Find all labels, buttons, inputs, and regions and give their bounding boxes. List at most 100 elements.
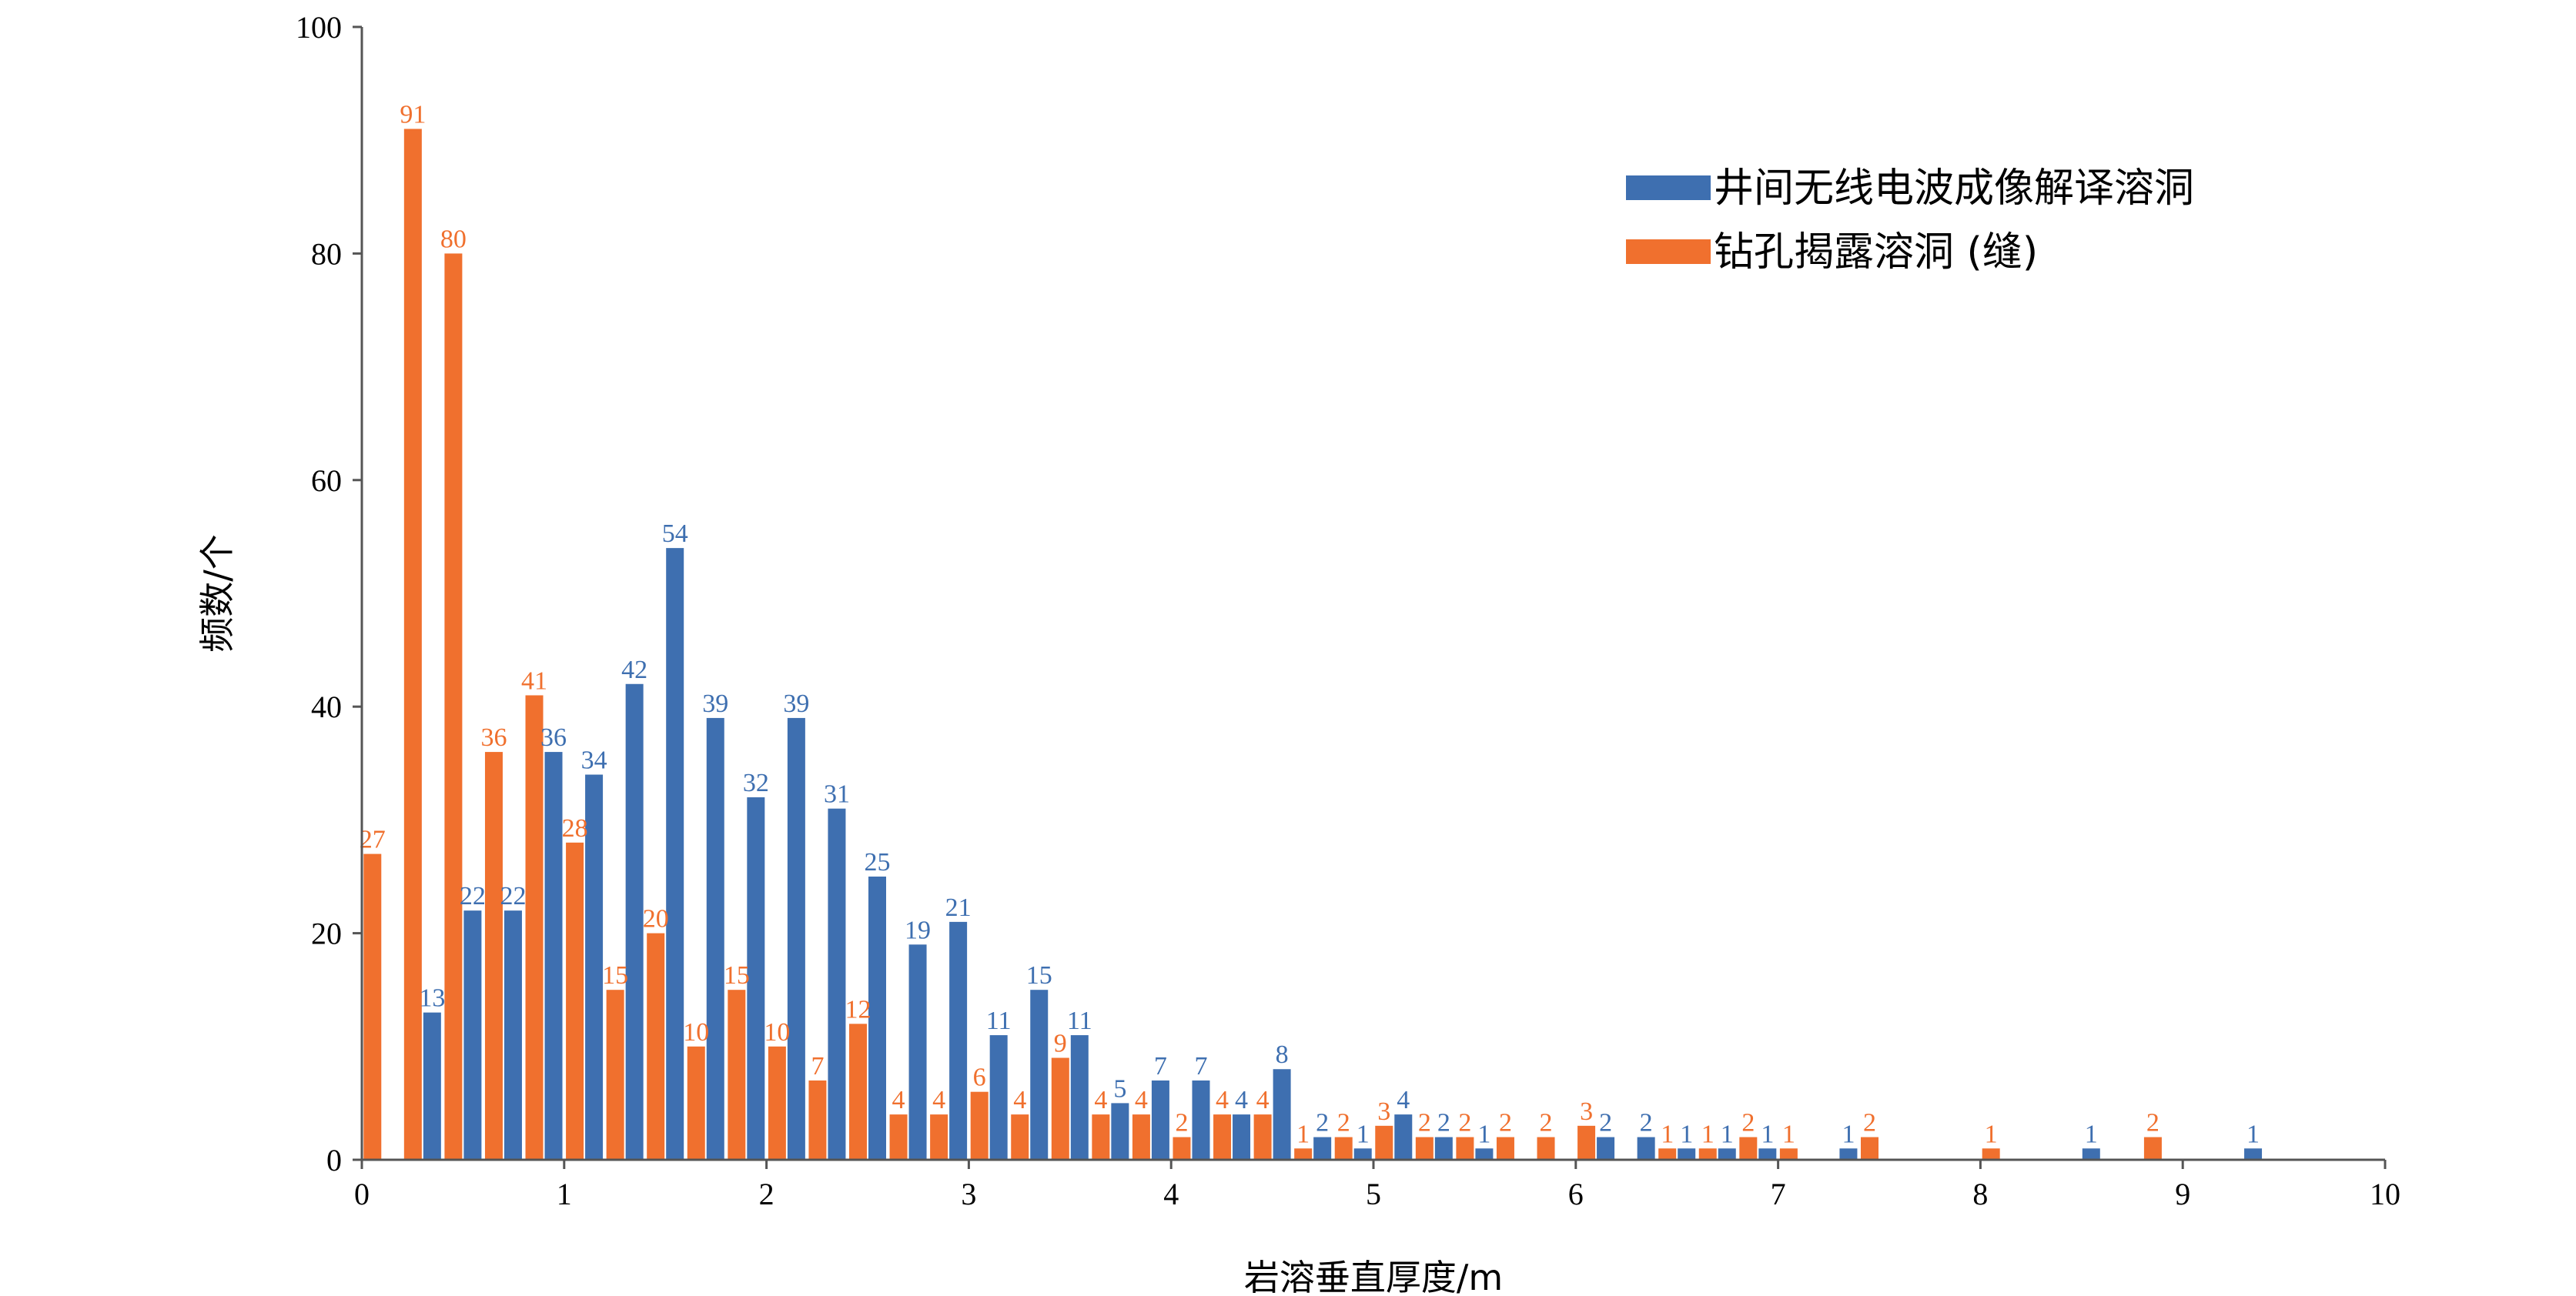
legend-label-drilling: 钻孔揭露溶洞 (缝) <box>1714 229 2038 276</box>
bar-label-drilling: 2 <box>1175 1109 1188 1137</box>
bars-layer <box>363 129 2263 1161</box>
bar-label-drilling: 2 <box>1741 1109 1755 1137</box>
bar-label-drilling: 3 <box>1377 1097 1390 1126</box>
bar-label-drilling: 41 <box>521 666 547 695</box>
bar-radio-imaging <box>625 683 644 1160</box>
bar-radio-imaging <box>706 717 724 1160</box>
bar-label-drilling: 2 <box>1540 1109 1553 1137</box>
bar-label-drilling: 2 <box>1863 1109 1876 1137</box>
legend-label-radio-imaging: 井间无线电波成像解译溶洞 <box>1714 165 2194 212</box>
bar-drilling <box>970 1091 989 1160</box>
bar-radio-imaging <box>1475 1148 1494 1160</box>
bar-label-radio-imaging: 7 <box>1194 1052 1207 1081</box>
bar-label-radio-imaging: 32 <box>743 769 769 797</box>
bar-label-radio-imaging: 8 <box>1276 1040 1289 1069</box>
bar-radio-imaging <box>2082 1148 2100 1160</box>
bar-radio-imaging <box>1434 1137 1453 1160</box>
bar-drilling <box>1577 1125 1596 1160</box>
bar-label-radio-imaging: 31 <box>824 780 850 809</box>
bar-label-radio-imaging: 34 <box>581 747 607 775</box>
bar-label-drilling: 28 <box>562 814 588 843</box>
bar-label-radio-imaging: 1 <box>1680 1120 1693 1148</box>
bar-drilling <box>768 1046 786 1160</box>
bar-label-drilling: 91 <box>400 100 426 129</box>
bar-label-drilling: 15 <box>724 961 750 990</box>
legend: 井间无线电波成像解译溶洞 钻孔揭露溶洞 (缝) <box>1626 165 2194 276</box>
bar-label-drilling: 20 <box>643 905 669 934</box>
bar-drilling <box>1051 1057 1069 1160</box>
bar-radio-imaging <box>1839 1148 1858 1160</box>
bar-drilling <box>1092 1114 1110 1160</box>
bar-label-drilling: 10 <box>683 1018 709 1047</box>
bar-label-radio-imaging: 19 <box>905 916 931 944</box>
bar-label-radio-imaging: 4 <box>1397 1086 1410 1114</box>
bar-label-drilling: 12 <box>845 995 871 1024</box>
y-tick-label: 100 <box>296 10 342 45</box>
bar-label-radio-imaging: 1 <box>1721 1120 1734 1148</box>
bar-label-drilling: 1 <box>1296 1120 1310 1148</box>
bar-label-drilling: 3 <box>1580 1097 1593 1126</box>
bar-drilling <box>1334 1137 1353 1160</box>
bar-drilling <box>728 990 746 1160</box>
bar-drilling <box>647 933 665 1160</box>
bar-label-radio-imaging: 1 <box>1761 1120 1774 1148</box>
bar-drilling <box>1173 1137 1191 1160</box>
bar-radio-imaging <box>1353 1148 1372 1160</box>
bar-drilling <box>566 842 584 1160</box>
bar-label-radio-imaging: 5 <box>1113 1074 1126 1103</box>
bar-label-radio-imaging: 1 <box>1477 1120 1490 1148</box>
bar-label-drilling: 4 <box>1135 1086 1148 1114</box>
bar-label-radio-imaging: 39 <box>702 690 728 718</box>
bar-label-drilling: 2 <box>1499 1109 1512 1137</box>
bar-radio-imaging <box>503 910 522 1160</box>
bar-label-radio-imaging: 15 <box>1026 961 1052 990</box>
bar-label-radio-imaging: 1 <box>1842 1120 1855 1148</box>
bar-drilling <box>1132 1114 1150 1160</box>
bar-radio-imaging <box>1758 1148 1777 1160</box>
bar-label-radio-imaging: 42 <box>621 656 647 684</box>
bar-drilling <box>930 1114 948 1160</box>
bar-label-drilling: 27 <box>360 826 386 854</box>
x-tick-label: 6 <box>1568 1177 1584 1211</box>
bar-radio-imaging <box>1394 1114 1413 1160</box>
bar-label-radio-imaging: 54 <box>662 519 688 548</box>
bar-radio-imaging <box>787 717 805 1160</box>
bar-label-radio-imaging: 4 <box>1235 1086 1248 1114</box>
bar-label-radio-imaging: 1 <box>2085 1120 2098 1148</box>
y-axis-title: 频数/个 <box>196 534 238 653</box>
x-tick-label: 7 <box>1771 1177 1786 1211</box>
bar-drilling <box>1982 1148 2000 1160</box>
bar-radio-imaging <box>1070 1035 1089 1160</box>
bar-radio-imaging <box>747 797 765 1160</box>
bar-label-radio-imaging: 39 <box>783 690 809 718</box>
bar-drilling <box>1861 1137 1878 1160</box>
bar-label-drilling: 15 <box>602 961 628 990</box>
x-tick-label: 10 <box>2370 1177 2400 1211</box>
bar-label-drilling: 1 <box>1782 1120 1795 1148</box>
bar-label-radio-imaging: 2 <box>1640 1109 1653 1137</box>
bar-drilling <box>525 695 544 1160</box>
bar-label-drilling: 9 <box>1054 1030 1067 1058</box>
bar-radio-imaging <box>1313 1137 1332 1160</box>
x-tick-label: 1 <box>557 1177 572 1211</box>
bar-drilling <box>1779 1148 1798 1160</box>
bar-label-drilling: 4 <box>1013 1086 1026 1114</box>
x-tick-label: 0 <box>354 1177 370 1211</box>
x-tick-label: 5 <box>1366 1177 1381 1211</box>
bar-radio-imaging <box>1111 1103 1129 1160</box>
x-tick-label: 2 <box>759 1177 774 1211</box>
bar-drilling <box>484 752 503 1160</box>
y-tick-label: 80 <box>311 236 342 271</box>
bar-label-drilling: 4 <box>892 1086 905 1114</box>
bar-label-drilling: 2 <box>1337 1109 1350 1137</box>
bar-radio-imaging <box>1718 1148 1736 1160</box>
bar-drilling <box>1253 1114 1272 1160</box>
bar-radio-imaging <box>1678 1148 1696 1160</box>
bar-drilling <box>1537 1137 1555 1160</box>
bar-drilling <box>808 1080 827 1160</box>
x-axis-title: 岩溶垂直厚度/m <box>1244 1257 1503 1296</box>
bar-label-radio-imaging: 21 <box>945 894 972 922</box>
bar-label-drilling: 1 <box>1661 1120 1674 1148</box>
